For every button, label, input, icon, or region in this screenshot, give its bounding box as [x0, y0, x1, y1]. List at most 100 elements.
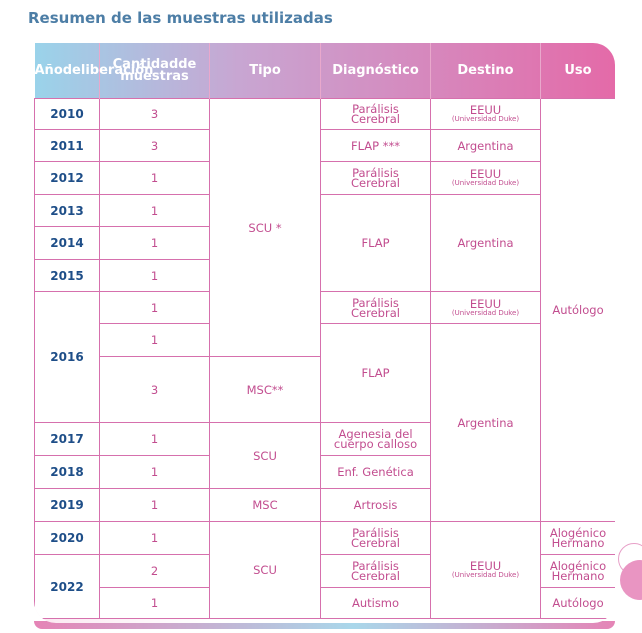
year-cell: 2022 — [34, 554, 100, 619]
cell-line: (Universidad Duke) — [451, 308, 520, 317]
table-cell: 1 — [99, 323, 210, 357]
year-cell: 2020 — [34, 521, 100, 555]
table-cell: 1 — [99, 521, 210, 555]
table-row: 2013 1 FLAP Argentina — [34, 194, 616, 292]
cell-line: EEUU — [469, 296, 502, 311]
table-row: 2016 1 Parálisis Cerebral EEUU (Universidad D… — [34, 291, 616, 423]
table-cell: SCU — [209, 422, 321, 489]
table-cell: 3 — [99, 129, 210, 162]
table-cell: EEUU (Universidad Duke) — [430, 291, 541, 324]
table-cell: 1 — [99, 161, 210, 195]
cell-line: (Universidad Duke) — [451, 571, 520, 579]
table-row: 2017 1 SCU Agenesia del cuerpo calloso — [34, 422, 616, 489]
cell-line: EEUU — [469, 167, 502, 181]
table-cell: Alogénico Hermano — [540, 521, 615, 555]
cell-line: Parálisis — [352, 102, 399, 116]
cell-line: Alogénico — [549, 526, 607, 540]
table-cell: 3 — [99, 356, 210, 423]
header-cell: Añodeliberación — [34, 43, 153, 99]
cell-line: EEUU — [469, 103, 502, 117]
cell-line: Hermano — [551, 536, 605, 550]
cell-line: de muestras — [120, 56, 197, 84]
table-cell: 1 — [99, 587, 210, 619]
header-cell: Diagnóstico — [320, 43, 431, 99]
cell-line: Agenesia del — [338, 427, 413, 441]
cell-line: Cerebral — [351, 536, 400, 550]
table-cell: FLAP — [320, 323, 431, 423]
table-cell: EEUU (Universidad Duke) — [430, 98, 541, 130]
table-cell: Alogénico Hermano — [540, 554, 615, 588]
year-cell: 2012 — [34, 161, 100, 195]
table-row: 1 FLAP Argentina — [35, 323, 616, 522]
year-cell: 2019 — [34, 488, 100, 522]
table-cell: Autólogo — [540, 587, 615, 619]
table: Añodeliberación Cantidadde muestras Tipo Di… — [34, 43, 615, 619]
table-cell: 1 — [99, 291, 210, 324]
cell-line: Cerebral — [351, 112, 400, 126]
table-cell: FLAP — [320, 194, 431, 292]
table-cell: Enf. Genética — [320, 455, 431, 489]
cell-line: de — [62, 62, 81, 78]
header-cell: Uso — [540, 43, 615, 99]
title: Resumen de las muestras utilizadas — [28, 9, 333, 27]
table-row: 2018 1 Enf. Genética — [34, 455, 616, 489]
table-container: Añodeliberación Cantidadde muestras Tipo Di… — [34, 43, 615, 623]
table-cell: 2 — [99, 554, 210, 588]
cell-line: (Universidad Duke) — [451, 179, 520, 187]
header-cell: Cantidadde muestras — [99, 43, 210, 99]
cell-line: EEUU — [469, 559, 502, 573]
table-cell: Parálisis Cerebral — [320, 291, 431, 324]
table-row: 1 Autismo Autólogo — [35, 587, 615, 619]
cell-line: (Universidad Duke) — [451, 115, 520, 123]
table-cell: 1 — [99, 194, 210, 227]
table-cell: 1 — [99, 259, 210, 292]
table-cell: SCU * — [209, 98, 321, 357]
table-cell: Parálisis Cerebral — [320, 521, 431, 555]
table-cell: Autismo — [320, 587, 431, 619]
cell-line: Cerebral — [351, 305, 400, 320]
table-cell: Artrosis — [320, 488, 431, 522]
year-cell: 2017 — [34, 422, 100, 456]
table-cell: EEUU (Universidad Duke) — [430, 521, 541, 619]
table-row: 3 MSC** — [35, 356, 616, 423]
year-cell: 2010 — [34, 98, 100, 130]
table-cell: Argentina — [430, 194, 541, 292]
table-row: 2010 3 SCU * Parálisis Cerebral EEUU (Universi… — [34, 98, 615, 522]
year-cell: 2015 — [34, 259, 100, 292]
cell-line: Cerebral — [351, 176, 400, 190]
year-cell: 2013 — [34, 194, 100, 227]
cell-line: Parálisis — [352, 295, 399, 310]
cell-line: Parálisis — [352, 559, 399, 573]
cell-line: Año — [34, 62, 63, 78]
table-cell: Autólogo — [540, 98, 615, 522]
cell-line: Parálisis — [352, 166, 399, 180]
decoration — [620, 560, 642, 600]
year-cell: 2016 — [34, 291, 100, 423]
cell-line: Alogénico — [549, 559, 607, 573]
table-cell: 3 — [99, 98, 210, 130]
header-row: Añodeliberación Cantidadde muestras Tipo Di… — [34, 43, 615, 99]
year-cell: 2018 — [34, 455, 100, 489]
table-cell: 1 — [99, 226, 210, 260]
table-cell: Parálisis Cerebral — [320, 554, 431, 588]
table-cell: 1 — [99, 422, 210, 456]
table-cell: EEUU (Universidad Duke) — [430, 161, 541, 195]
table-cell: Argentina — [430, 129, 541, 162]
header-cell: Destino — [430, 43, 541, 99]
cell-line: Cantidad — [112, 56, 179, 72]
table-cell: Parálisis Cerebral — [320, 98, 431, 130]
cell-line: cuerpo calloso — [333, 437, 418, 451]
table-cell: 1 — [99, 488, 210, 522]
cell-line: Hermano — [551, 569, 605, 583]
cell-line: Cerebral — [351, 569, 400, 583]
table-cell: MSC** — [209, 356, 321, 423]
table-row: 2012 1 Parálisis Cerebral EEUU (Universidad D… — [34, 161, 616, 195]
year-cell: 2014 — [34, 226, 100, 260]
table-row: 2020 1 SCU Parálisis Cerebral EEUU (Universida… — [34, 521, 615, 619]
table-row: 2022 2 Parálisis Cerebral Alogénico Hermano — [34, 554, 615, 619]
table-cell: 1 — [99, 455, 210, 489]
table-cell: MSC — [209, 488, 321, 522]
table-cell: Argentina — [430, 323, 541, 522]
table-cell: FLAP *** — [320, 129, 431, 162]
